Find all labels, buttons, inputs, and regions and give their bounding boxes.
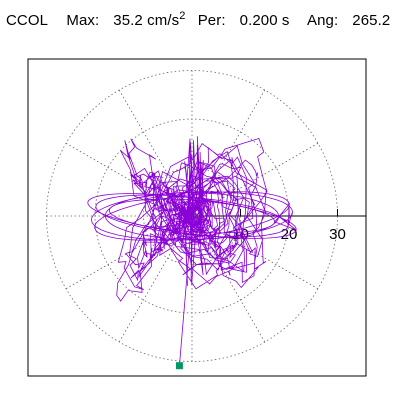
grid-spoke — [191, 142, 319, 217]
grid-spoke — [65, 142, 193, 217]
radial-tick-label: 30 — [329, 226, 346, 243]
motion-trace — [87, 136, 297, 302]
per-label: Per: — [197, 12, 226, 29]
peak-marker-square — [175, 362, 183, 370]
plot-frame — [27, 58, 367, 377]
ang-label: Ang: — [306, 12, 339, 29]
radial-axis: 10 20 30 — [192, 209, 366, 243]
max-value: 35.2 cm/s — [113, 12, 180, 29]
peak-marker — [175, 215, 193, 370]
trace-ellipses — [87, 191, 297, 241]
max-label: Max: — [66, 12, 100, 29]
ang-value: 265.2 — [352, 12, 391, 29]
max-unit-exponent: 2 — [179, 10, 186, 22]
per-value: 0.200 s — [239, 12, 290, 29]
station-name: CCOL — [6, 12, 49, 29]
peak-line — [179, 215, 193, 366]
trace-spikes — [184, 136, 204, 286]
chart-header: CCOL Max: 35.2 cm/s2 Per: 0.200 s Ang: 265.… — [6, 10, 400, 29]
